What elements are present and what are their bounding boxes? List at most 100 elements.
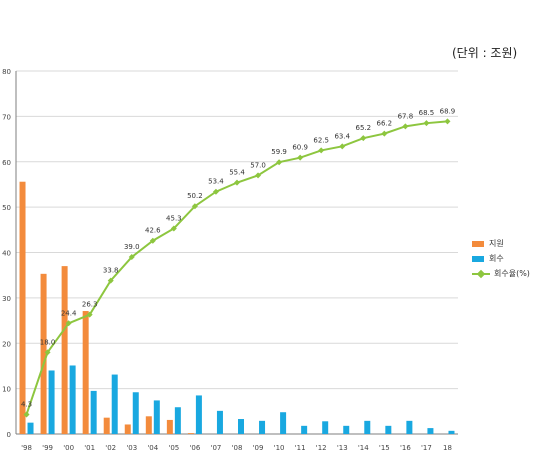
bar-recovery [174,407,181,434]
rate-point [339,143,346,150]
rate-point [318,147,325,154]
y-tick-label: 10 [2,386,11,394]
rate-data-label: 68.5 [419,109,435,117]
bar-support [124,424,131,434]
x-tick-label: '08 [232,444,243,452]
bar-recovery [448,430,455,434]
legend-item-recovery: 회수 [472,251,530,266]
legend-item-support: 지원 [472,236,530,251]
rate-point [149,237,156,244]
legend-label-rate: 회수율(%) [494,269,530,278]
bar-recovery [343,425,350,434]
y-tick-label: 80 [2,68,11,76]
rate-point [128,254,135,261]
rate-data-label: 18.0 [40,338,56,346]
legend-label-recovery: 회수 [489,254,504,263]
bar-support [145,416,152,434]
rate-data-label: 33.8 [103,267,119,275]
rate-point [444,118,451,125]
legend-item-rate: 회수율(%) [472,266,530,281]
rate-point [276,159,283,166]
x-tick-label: '04 [147,444,158,452]
rate-point [297,154,304,161]
bar-recovery [111,374,118,434]
bar-recovery [195,395,202,434]
x-tick-label: '02 [105,444,116,452]
legend-swatch-recovery [472,255,484,262]
bar-recovery [322,421,329,434]
rate-point [360,135,367,142]
rate-data-label: 50.2 [187,192,203,200]
y-tick-label: 60 [2,159,11,167]
x-tick-label: '13 [337,444,348,452]
x-tick-label: '09 [253,444,264,452]
bar-recovery [153,400,160,434]
rate-data-label: 42.6 [145,227,161,235]
rate-data-label: 45.3 [166,214,182,222]
rate-data-label: 4.3 [21,400,32,408]
bar-support [103,417,110,434]
rate-data-label: 26.3 [82,301,98,309]
rate-data-label: 24.4 [61,309,77,317]
rate-point [65,320,72,327]
rate-point [381,130,388,137]
rate-data-label: 67.8 [398,112,414,120]
x-tick-label: '07 [211,444,222,452]
x-tick-label: 18 [443,444,452,452]
x-tick-label: '12 [316,444,327,452]
legend-label-support: 지원 [489,239,504,248]
bar-recovery [238,419,244,434]
rate-point [234,179,240,186]
y-tick-label: 50 [2,204,11,212]
rate-point [170,225,177,232]
rate-data-label: 57.0 [250,161,266,169]
rate-point [423,120,430,127]
x-tick-label: '01 [84,444,95,452]
bar-recovery [27,422,34,434]
bar-recovery [406,420,413,434]
rate-point [86,311,93,318]
bar-recovery [301,425,308,434]
y-tick-label: 70 [2,113,11,121]
bar-support [40,273,47,434]
bar-recovery [48,370,55,434]
bar-support [82,311,89,434]
x-tick-label: '14 [358,444,369,452]
rate-data-label: 55.4 [229,169,245,177]
y-tick-label: 0 [7,431,11,439]
rate-point [255,172,262,179]
bar-support [61,266,68,434]
rate-data-label: 66.2 [377,120,393,128]
unit-label: (단위 : 조원) [452,46,518,60]
legend-swatch-rate [472,269,490,278]
x-tick-label: '99 [42,444,53,452]
legend: 지원 회수 회수율(%) [472,236,530,281]
bar-recovery [216,410,223,434]
x-tick-label: '03 [126,444,137,452]
x-tick-label: '98 [21,444,32,452]
x-tick-label: '15 [379,444,390,452]
rate-data-label: 60.9 [292,144,308,152]
bar-recovery [385,425,392,434]
y-tick-label: 40 [2,250,11,258]
y-tick-label: 30 [2,295,11,303]
rate-data-label: 62.5 [313,136,329,144]
x-tick-label: '06 [189,444,200,452]
rate-data-label: 39.0 [124,243,140,251]
x-tick-label: '00 [63,444,74,452]
x-tick-label: '17 [421,444,432,452]
y-tick-label: 20 [2,340,11,348]
bar-recovery [69,365,76,434]
rate-data-label: 53.4 [208,178,224,186]
bar-support [19,181,26,434]
rate-data-label: 65.2 [355,124,371,132]
rate-data-label: 59.9 [271,148,287,156]
bar-recovery [427,428,434,434]
bar-recovery [132,392,139,434]
x-tick-label: '11 [295,444,306,452]
rate-point [23,411,30,418]
bar-recovery [364,420,371,434]
x-tick-label: '10 [274,444,285,452]
